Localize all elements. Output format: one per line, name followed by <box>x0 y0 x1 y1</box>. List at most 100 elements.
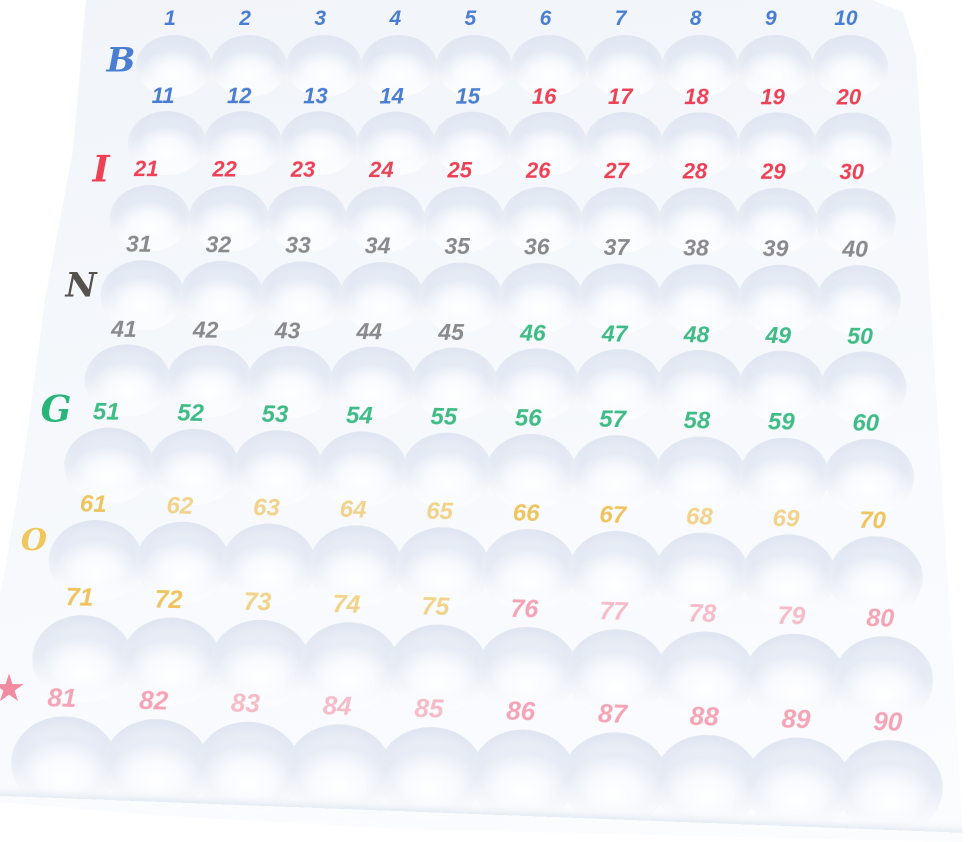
cell-number-69: 69 <box>772 505 800 533</box>
cell-number-87: 87 <box>597 698 628 729</box>
bingo-cell-38: 38 <box>656 234 743 335</box>
cell-number-57: 57 <box>598 405 626 434</box>
cell-number-82: 82 <box>138 684 169 716</box>
cell-number-28: 28 <box>682 158 708 184</box>
bingo-cell-55: 55 <box>401 403 493 510</box>
bingo-cell-86: 86 <box>468 695 578 826</box>
bingo-cell-80: 80 <box>831 604 934 726</box>
cell-number-61: 61 <box>79 490 107 519</box>
bingo-cell-66: 66 <box>480 500 577 613</box>
bingo-cell-88: 88 <box>652 701 761 831</box>
ball-well-90 <box>835 738 945 836</box>
bingo-cell-77: 77 <box>564 597 667 719</box>
bingo-cell-68: 68 <box>654 503 750 616</box>
board-row-3: 21 22 23 24 25 26 27 28 29 30 <box>107 156 896 255</box>
bingo-cell-42: 42 <box>165 316 253 418</box>
bingo-cell-56: 56 <box>485 405 577 511</box>
letter-b: B <box>106 40 136 81</box>
bingo-cell-47: 47 <box>574 320 662 422</box>
bingo-cell-37: 37 <box>577 234 663 334</box>
cell-number-16: 16 <box>531 83 557 109</box>
bingo-cell-36: 36 <box>497 233 583 334</box>
cell-number-39: 39 <box>762 235 789 262</box>
cell-number-74: 74 <box>331 590 361 619</box>
bingo-cell-59: 59 <box>738 408 830 515</box>
bingo-cell-54: 54 <box>316 402 408 509</box>
cell-number-64: 64 <box>339 495 367 524</box>
bingo-cell-34: 34 <box>338 232 424 333</box>
cell-number-44: 44 <box>356 318 383 345</box>
bingo-cell-35: 35 <box>418 233 504 333</box>
letter-i: I <box>92 148 110 191</box>
cell-number-20: 20 <box>836 84 862 110</box>
cell-number-63: 63 <box>252 494 280 522</box>
cell-number-84: 84 <box>322 690 353 721</box>
bingo-cell-41: 41 <box>83 316 171 417</box>
ball-well-2 <box>211 35 288 97</box>
cell-number-2: 2 <box>239 7 251 31</box>
ball-well-4 <box>361 35 438 97</box>
board-row-5: 41 42 43 44 45 46 47 48 49 50 <box>83 316 907 424</box>
cell-number-68: 68 <box>685 503 713 531</box>
cell-number-22: 22 <box>212 156 237 182</box>
cell-number-13: 13 <box>303 83 328 109</box>
cell-number-34: 34 <box>364 232 391 259</box>
bingo-cell-51: 51 <box>63 398 155 505</box>
cell-number-52: 52 <box>176 399 204 427</box>
bingo-cell-50: 50 <box>819 323 907 424</box>
bingo-cell-73: 73 <box>208 588 311 710</box>
cell-number-23: 23 <box>290 156 316 182</box>
ball-well-60 <box>823 438 915 516</box>
cell-number-62: 62 <box>165 492 194 520</box>
ball-well-10 <box>811 35 888 97</box>
cell-number-33: 33 <box>285 231 312 258</box>
cell-number-73: 73 <box>242 587 272 617</box>
bingo-cell-72: 72 <box>119 585 222 707</box>
board-row-6: 51 52 53 54 55 56 57 58 59 60 <box>63 398 915 516</box>
cell-number-8: 8 <box>689 7 702 31</box>
bingo-cell-48: 48 <box>656 321 744 423</box>
cell-number-80: 80 <box>865 604 895 633</box>
bingo-cell-81: 81 <box>9 682 119 812</box>
cell-number-14: 14 <box>379 83 404 109</box>
cell-number-12: 12 <box>226 83 252 109</box>
bingo-cell-33: 33 <box>258 232 345 332</box>
cell-number-67: 67 <box>598 501 627 529</box>
cell-number-66: 66 <box>512 499 540 528</box>
bingo-cell-31: 31 <box>99 231 185 331</box>
ball-well-7 <box>586 35 663 97</box>
board-row-2: 11 12 13 14 15 16 17 18 19 20 <box>125 83 892 177</box>
cell-number-9: 9 <box>764 7 777 31</box>
cell-number-60: 60 <box>851 409 880 437</box>
cell-number-4: 4 <box>389 7 402 31</box>
cell-number-71: 71 <box>64 583 94 612</box>
bingo-cell-89: 89 <box>743 703 853 834</box>
bingo-cell-76: 76 <box>475 595 578 717</box>
cell-number-11: 11 <box>151 83 175 109</box>
ball-well-3 <box>286 35 363 97</box>
board-row-4: 31 32 33 34 35 36 37 38 39 40 <box>99 231 902 336</box>
bingo-cell-62: 62 <box>134 492 231 605</box>
cell-number-36: 36 <box>524 233 550 260</box>
bingo-cell-67: 67 <box>567 501 664 614</box>
cell-number-37: 37 <box>603 233 630 261</box>
cell-number-15: 15 <box>455 83 481 109</box>
cell-number-88: 88 <box>689 700 720 732</box>
bingo-cell-61: 61 <box>47 491 144 603</box>
cell-number-24: 24 <box>368 157 394 183</box>
bingo-cell-32: 32 <box>179 231 265 332</box>
cell-number-41: 41 <box>111 315 137 342</box>
cell-number-43: 43 <box>274 317 301 344</box>
cell-number-54: 54 <box>345 402 373 430</box>
cell-number-77: 77 <box>598 597 628 626</box>
cell-number-59: 59 <box>767 408 795 436</box>
cell-number-32: 32 <box>205 231 232 258</box>
bingo-cell-45: 45 <box>410 319 499 420</box>
cell-number-76: 76 <box>509 594 539 624</box>
cell-number-79: 79 <box>776 601 806 631</box>
cell-number-51: 51 <box>92 398 120 426</box>
bingo-cell-74: 74 <box>297 590 400 712</box>
cell-number-86: 86 <box>505 695 536 727</box>
